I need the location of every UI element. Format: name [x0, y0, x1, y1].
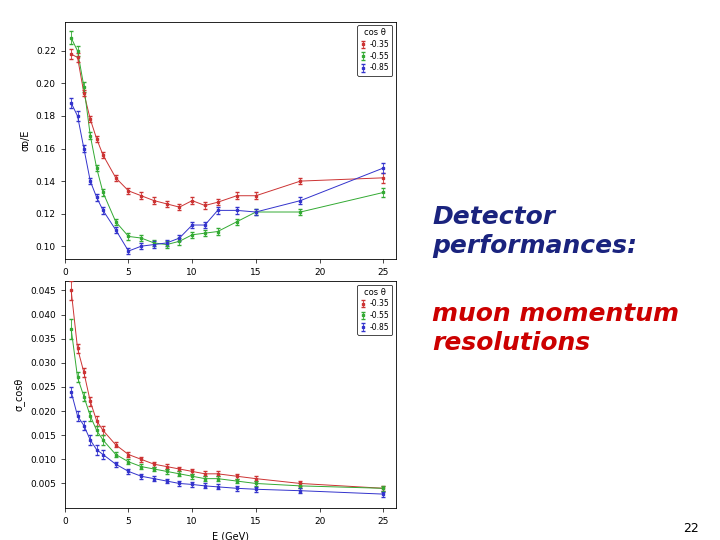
- Text: Detector
performances:: Detector performances:: [432, 205, 637, 258]
- Text: 22: 22: [683, 522, 698, 535]
- Text: muon momentum
resolutions: muon momentum resolutions: [432, 302, 679, 355]
- X-axis label: E (GeV): E (GeV): [212, 283, 249, 293]
- Legend: -0.35, -0.55, -0.85: -0.35, -0.55, -0.85: [357, 25, 392, 76]
- Legend: -0.35, -0.55, -0.85: -0.35, -0.55, -0.85: [357, 285, 392, 335]
- Y-axis label: σ_cosθ: σ_cosθ: [14, 377, 24, 411]
- X-axis label: E (GeV): E (GeV): [212, 531, 249, 540]
- Y-axis label: σᴅ/E: σᴅ/E: [20, 130, 30, 151]
